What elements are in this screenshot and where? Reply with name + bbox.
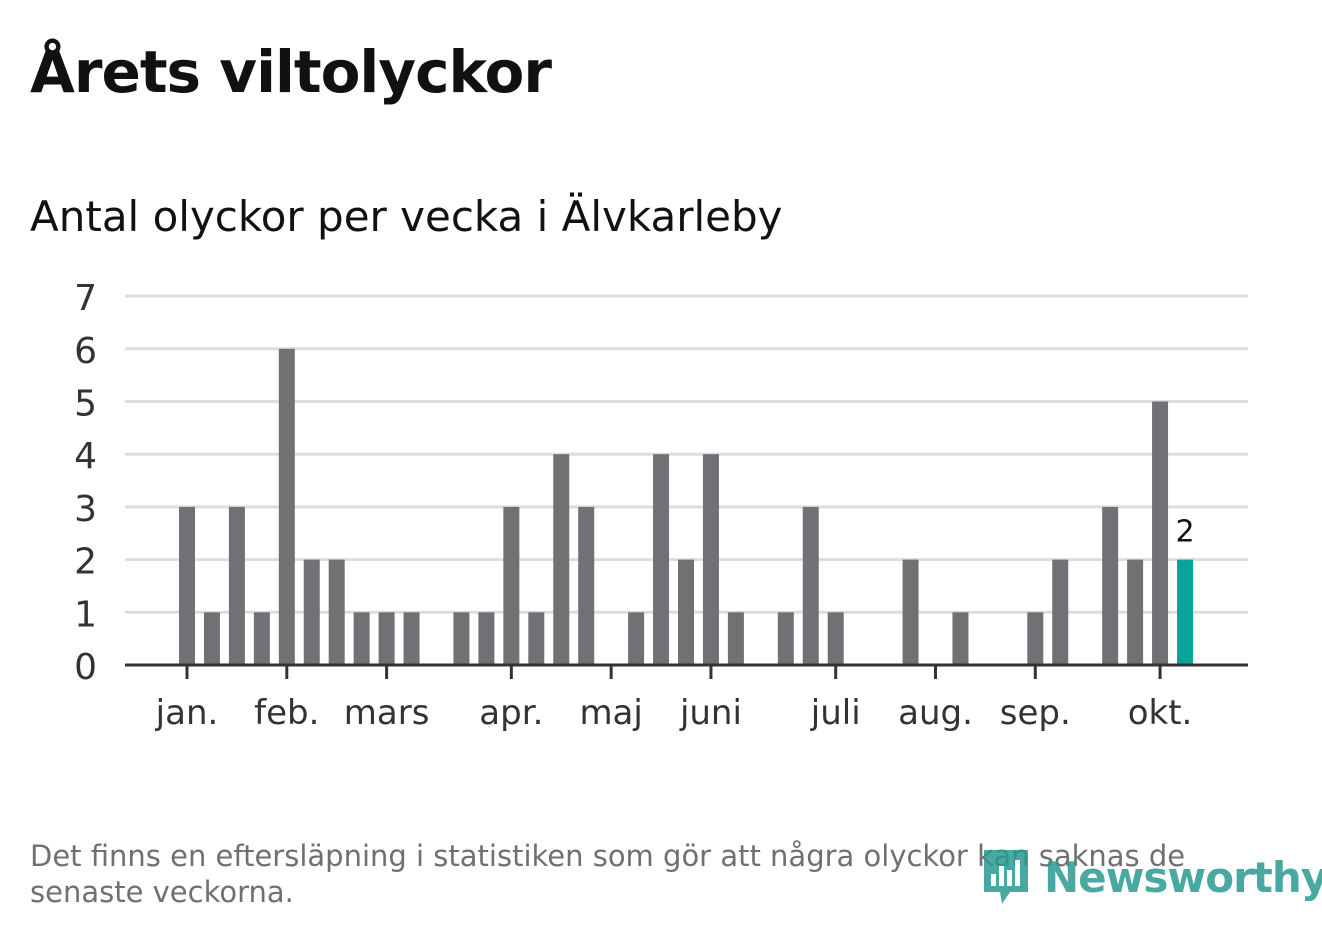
y-tick-label: 7 xyxy=(74,278,97,319)
x-tick-label: feb. xyxy=(254,693,319,733)
bar xyxy=(228,506,245,665)
y-tick-label: 5 xyxy=(74,384,97,425)
bar xyxy=(952,612,969,665)
y-tick-label: 2 xyxy=(74,542,97,583)
bar xyxy=(528,612,545,665)
bar xyxy=(353,612,370,665)
chart-title: Årets viltolyckor xyxy=(30,38,552,106)
logo-text: Newsworthy xyxy=(1044,852,1322,902)
bar xyxy=(1127,559,1144,665)
bar xyxy=(179,506,195,665)
chart-subtitle: Antal olyckor per vecka i Älvkarleby xyxy=(30,192,783,241)
bar xyxy=(1152,401,1169,665)
bar xyxy=(253,612,270,665)
y-axis-ticks: 0 1 2 3 4 5 6 7 xyxy=(74,278,97,688)
x-tick-label: juni xyxy=(679,693,742,733)
bar xyxy=(628,612,645,665)
bar xyxy=(678,559,694,665)
bar xyxy=(902,559,919,665)
bar xyxy=(303,559,320,665)
bar xyxy=(403,612,420,665)
data-label: 2 xyxy=(1175,515,1194,550)
bar xyxy=(278,348,295,665)
x-tick-label: aug. xyxy=(898,693,973,733)
bar xyxy=(478,612,495,665)
x-tick-label: juli xyxy=(810,693,861,733)
bar xyxy=(653,454,670,665)
bar xyxy=(1177,559,1193,665)
bar xyxy=(777,612,794,665)
bar xyxy=(453,612,470,665)
bar xyxy=(727,612,744,665)
bar xyxy=(203,612,220,665)
bar xyxy=(702,454,719,665)
bar xyxy=(503,506,520,665)
y-tick-label: 4 xyxy=(74,436,97,477)
newsworthy-bar-icon xyxy=(984,850,1028,904)
bar xyxy=(578,506,595,665)
y-tick-label: 3 xyxy=(74,489,97,530)
x-tick-label: mars xyxy=(344,693,430,733)
bar xyxy=(1027,612,1044,665)
y-tick-label: 1 xyxy=(74,594,97,635)
bar xyxy=(378,612,395,665)
bar xyxy=(1102,506,1119,665)
bar xyxy=(328,559,345,665)
bar xyxy=(827,612,844,665)
x-tick-label: maj xyxy=(579,693,642,733)
bars xyxy=(179,348,1193,665)
newsworthy-logo: Newsworthy xyxy=(980,846,1322,908)
x-tick-label: jan. xyxy=(155,693,219,733)
x-tick-label: okt. xyxy=(1128,693,1193,733)
x-axis-ticks: jan. feb. mars apr. maj juni juli aug. sep. okt. xyxy=(155,665,1193,733)
bar xyxy=(802,506,819,665)
x-tick-label: sep. xyxy=(1000,693,1071,733)
bar xyxy=(1052,559,1069,665)
y-tick-label: 0 xyxy=(74,647,97,688)
y-tick-label: 6 xyxy=(74,331,97,372)
x-tick-label: apr. xyxy=(479,693,543,733)
bar xyxy=(553,454,570,665)
data-labels: 2 xyxy=(1175,515,1194,550)
